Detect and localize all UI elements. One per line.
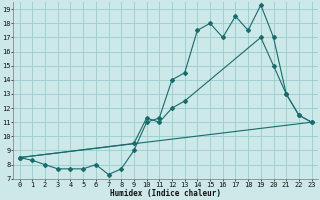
X-axis label: Humidex (Indice chaleur): Humidex (Indice chaleur) <box>110 189 221 198</box>
